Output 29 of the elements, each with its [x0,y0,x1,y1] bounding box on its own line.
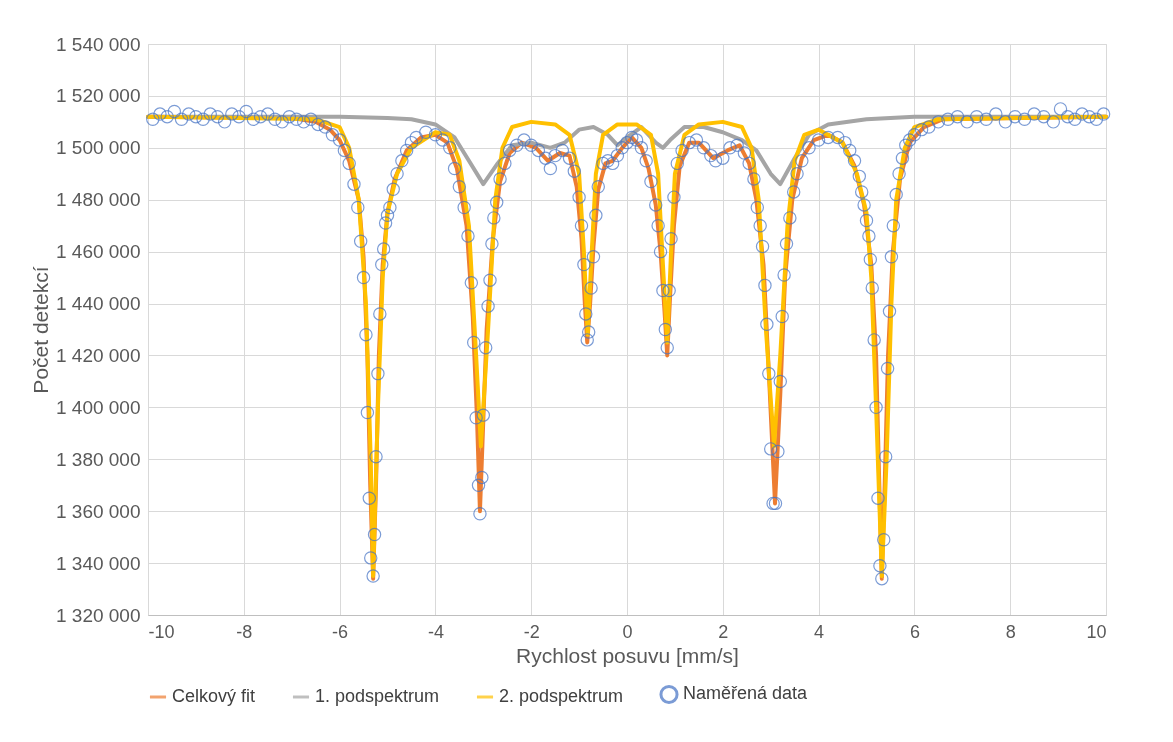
y-axis-title: Počet detekcí [28,266,52,394]
x-axis-title: Rychlost posuvu [mm/s] [516,643,739,667]
y-tick-label: 1 540 000 [55,33,141,55]
y-tick-label: 1 340 000 [55,552,141,574]
y-tick-label: 1 520 000 [55,85,141,107]
y-tick-label: 1 400 000 [55,396,141,418]
x-tick-label: -2 [523,621,540,642]
legend-label: 1. podspektrum [315,686,440,706]
y-tick-label: 1 320 000 [55,604,141,626]
x-tick-label: 2 [718,621,729,642]
x-tick-label: 8 [1005,621,1016,642]
x-tick-label: -8 [236,621,253,642]
y-tick-label: 1 420 000 [55,344,141,366]
x-tick-label: 6 [909,621,920,642]
y-tick-label: 1 460 000 [55,241,141,263]
x-tick-label: -10 [148,621,175,642]
y-tick-label: 1 360 000 [55,500,141,522]
x-tick-label: -4 [427,621,444,642]
x-tick-label: -6 [332,621,349,642]
x-tick-label: 0 [622,621,633,642]
y-tick-label: 1 440 000 [55,293,141,315]
y-tick-label: 1 500 000 [55,137,141,159]
legend-label: Naměřená data [683,683,809,704]
y-tick-label: 1 380 000 [55,448,141,470]
x-tick-label: 10 [1086,621,1107,642]
y-tick-label: 1 480 000 [55,189,141,211]
x-tick-label: 4 [814,621,825,642]
legend-label: Celkový fit [172,686,256,706]
legend-label: 2. podspektrum [499,686,624,706]
